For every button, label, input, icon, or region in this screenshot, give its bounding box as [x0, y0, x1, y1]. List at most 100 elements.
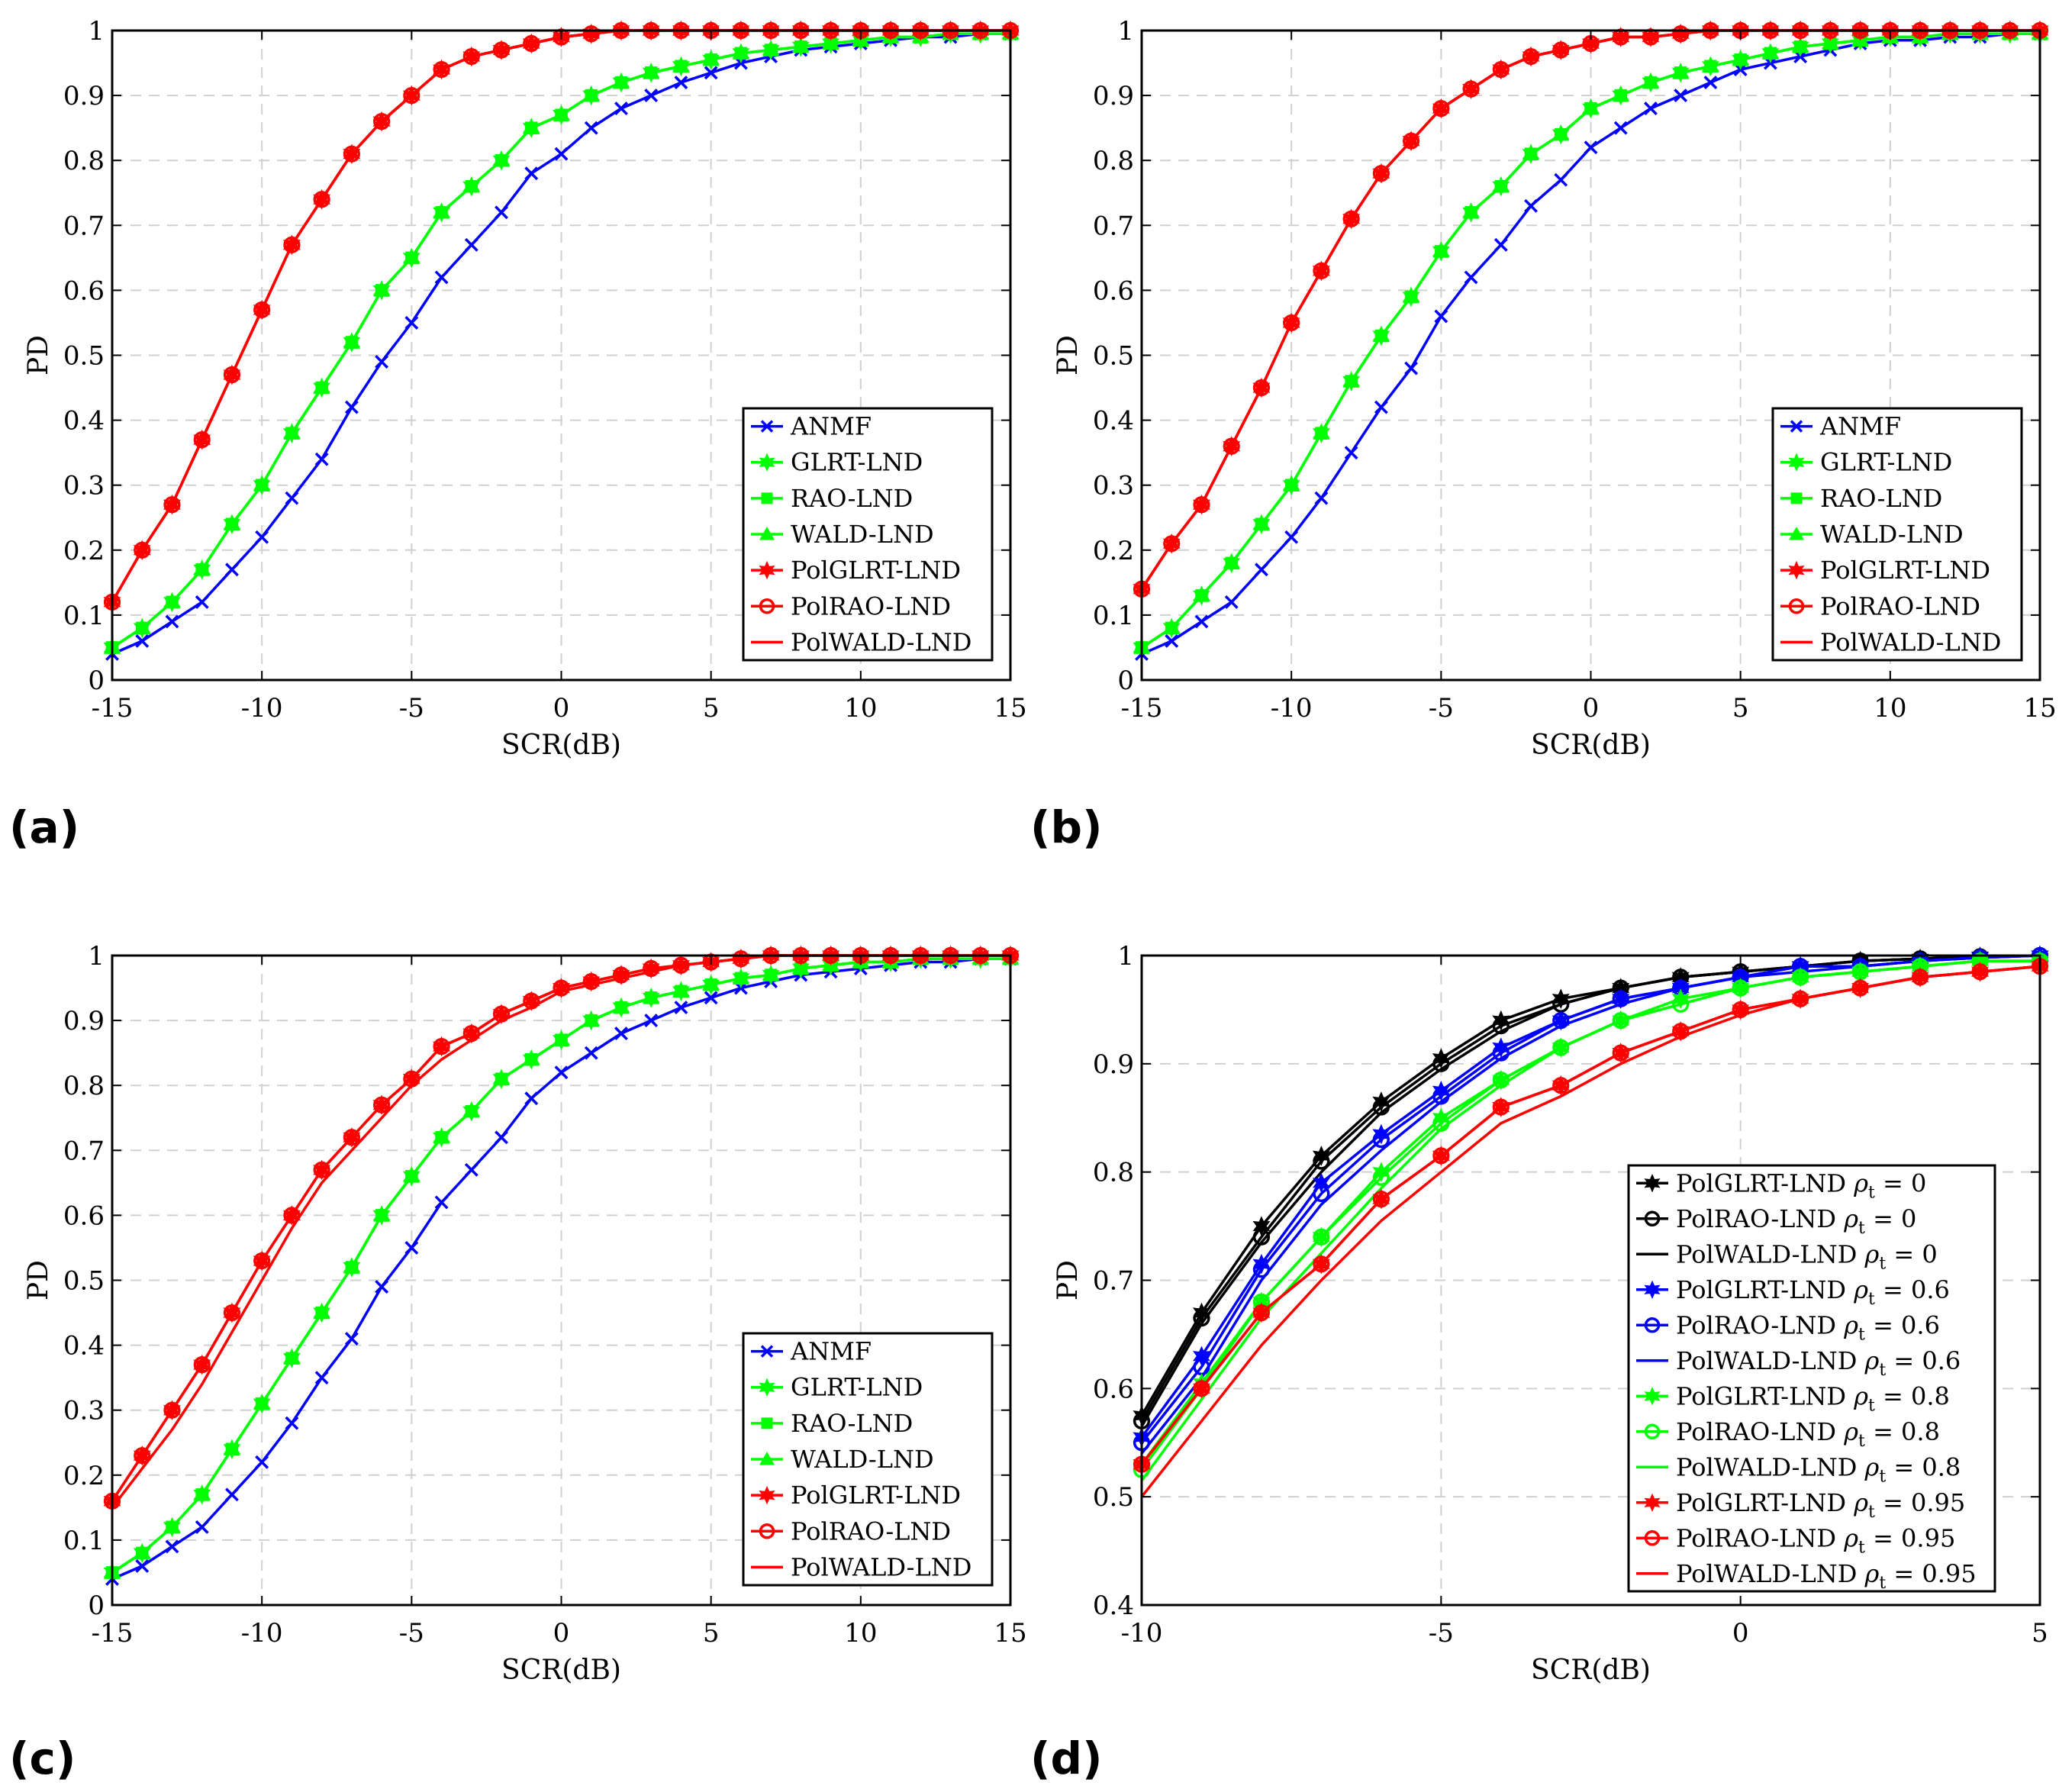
- chart-b-point: [1462, 204, 1480, 219]
- chart-d-point: [1732, 1001, 1749, 1019]
- chart-b-point: [1163, 535, 1181, 553]
- chart-d-point: [1492, 1037, 1510, 1058]
- chart-c-ytick-label: 0.7: [63, 1136, 105, 1166]
- chart-c-point: [674, 1001, 688, 1015]
- chart-d-point: [1612, 1044, 1629, 1062]
- chart-a-point: [822, 35, 839, 50]
- chart-b-point: [1283, 314, 1300, 332]
- chart-c-xtick-label: 10: [844, 1618, 877, 1649]
- chart-c-point: [582, 1012, 600, 1027]
- chart-b-point: [1193, 587, 1210, 602]
- chart-b-point: [1283, 476, 1300, 492]
- chart-a-point: [582, 87, 600, 102]
- chart-a-point: [253, 476, 271, 492]
- chart-c-legend-label-0: ANMF: [790, 1337, 872, 1366]
- chart-c-point: [582, 972, 600, 991]
- chart-d-point: [1552, 1012, 1570, 1030]
- chart-a-legend-marker-2: [761, 492, 773, 504]
- chart-b-point: [1194, 614, 1209, 629]
- chart-c-point: [612, 966, 630, 984]
- chart-b-point: [1223, 437, 1240, 455]
- chart-b-point: [1252, 515, 1270, 531]
- chart-d-point: [1432, 1147, 1450, 1165]
- chart-d-series-line-11: [1140, 965, 2041, 1498]
- chart-a-point: [163, 593, 181, 609]
- chart-a-point: [732, 44, 749, 60]
- chart-c-point: [403, 1168, 420, 1183]
- chart-b-legend-label-6: PolWALD-LND: [1820, 627, 2001, 656]
- chart-d-legend-label-0: PolGLRT-LND ρt = 0: [1676, 1168, 1926, 1202]
- chart-a-point: [195, 595, 209, 609]
- chart-c-point: [554, 1065, 569, 1080]
- chart-d-xlabel: SCR(dB): [1531, 1655, 1651, 1686]
- chart-c-point: [523, 1051, 540, 1066]
- chart-d-legend-marker-3: [1644, 1280, 1661, 1300]
- chart-c-point: [163, 1518, 181, 1534]
- chart-d-point: [1672, 1023, 1690, 1040]
- chart-c-point: [343, 1129, 360, 1146]
- chart-a-point: [314, 452, 329, 466]
- chart-b-point: [1492, 178, 1510, 193]
- chart-c-point: [283, 1349, 301, 1365]
- chart-c-ytick-label: 0: [88, 1591, 105, 1621]
- chart-b-point: [1464, 270, 1478, 285]
- chart-a-point: [433, 60, 450, 79]
- chart-a-point: [433, 204, 450, 219]
- chart-d-xtick-label: -10: [1121, 1618, 1163, 1649]
- chart-c-legend-marker-0: [760, 1345, 774, 1358]
- chart-b-point: [1163, 619, 1181, 635]
- chart-c-ytick-label: 0.4: [63, 1331, 105, 1362]
- chart-c-point: [644, 1014, 659, 1028]
- chart-c-point: [224, 1487, 239, 1502]
- chart-d-point: [1612, 1012, 1629, 1030]
- chart-a-point: [762, 41, 780, 56]
- chart-b-point: [1702, 57, 1719, 73]
- chart-a-point: [674, 76, 688, 90]
- chart-b-point: [1434, 309, 1448, 324]
- chart-d-ytick-label: 0.7: [1093, 1266, 1134, 1297]
- chart-d-point: [1372, 1168, 1390, 1186]
- chart-a-legend-label-6: PolWALD-LND: [791, 627, 972, 656]
- chart-a-point: [614, 102, 628, 116]
- chart-c-point: [702, 976, 720, 991]
- chart-b-legend-label-0: ANMF: [1819, 412, 1901, 441]
- chart-b-point: [1582, 100, 1600, 115]
- chart-b-legend-marker-2: [1790, 492, 1803, 504]
- chart-d-point: [1313, 1184, 1330, 1203]
- chart-c-ytick-label: 0.5: [63, 1266, 105, 1297]
- chart-c-xtick-label: 15: [994, 1618, 1026, 1649]
- chart-b-point: [1674, 89, 1688, 103]
- chart-a-legend-box: [742, 407, 994, 662]
- chart-a-point: [495, 205, 508, 220]
- chart-b-legend-label-5: PolRAO-LND: [1820, 591, 1980, 620]
- chart-b-point: [1432, 100, 1450, 118]
- chart-b-xtick-label: -5: [1429, 693, 1454, 724]
- chart-a-xtick-label: -15: [92, 693, 134, 724]
- chart-a-point: [193, 431, 211, 449]
- chart-b-point: [1613, 121, 1628, 135]
- chart-b-legend-label-3: WALD-LND: [1820, 520, 1964, 549]
- chart-c-point: [344, 1332, 359, 1346]
- chart-a-ytick-label: 0.6: [63, 276, 105, 306]
- chart-c-ytick-label: 0.3: [63, 1396, 105, 1426]
- chart-c-point: [524, 1091, 539, 1106]
- chart-c-legend-marker-2: [761, 1417, 773, 1429]
- chart-c-point: [373, 1207, 391, 1222]
- chart-b-ytick-label: 0.2: [1093, 536, 1134, 566]
- chart-c-point: [553, 1031, 570, 1046]
- chart-c-point: [134, 1447, 151, 1465]
- chart-a-ytick-label: 0.2: [63, 536, 105, 566]
- chart-c-ytick-label: 0.2: [63, 1461, 105, 1491]
- chart-d-point: [1312, 1146, 1330, 1166]
- chart-c-legend: ANMF GLRT-LND RAO-LND WALD-LND PolGLRT-LND Po…: [742, 1332, 994, 1587]
- chart-b-point: [1792, 38, 1809, 53]
- chart-d-legend-label-1: PolRAO-LND ρt = 0: [1676, 1204, 1916, 1238]
- chart-c-point: [434, 1195, 449, 1210]
- chart-a-ylabel: PD: [23, 335, 54, 375]
- chart-c-point: [313, 1161, 330, 1178]
- chart-b-legend-marker-3: [1789, 527, 1804, 540]
- chart-c-point: [762, 966, 780, 981]
- chart-b-point: [1342, 210, 1360, 227]
- chart-b-point: [1224, 595, 1239, 609]
- chart-c-point: [314, 1371, 329, 1385]
